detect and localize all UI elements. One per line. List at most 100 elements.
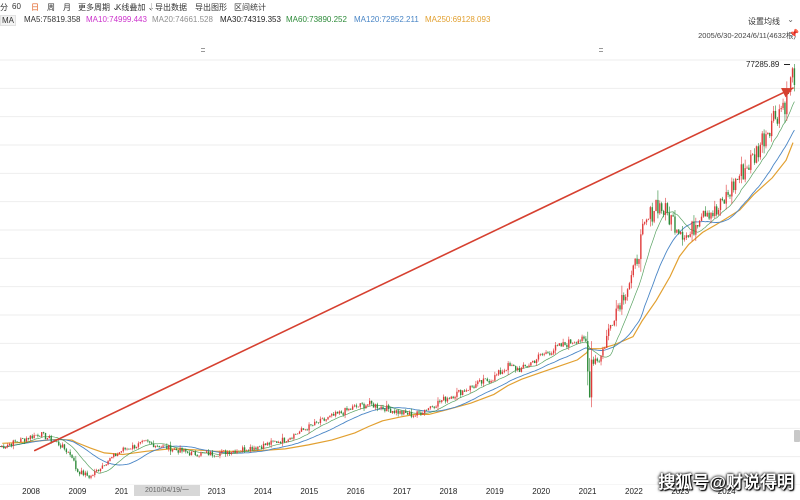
- candle-body: [543, 353, 545, 355]
- candle-body: [41, 432, 43, 437]
- candle-body: [471, 385, 473, 387]
- candle-body: [393, 410, 396, 413]
- candle-body: [202, 452, 204, 454]
- candle-body: [683, 237, 686, 240]
- candle-body: [480, 380, 483, 384]
- period-minute-tab[interactable]: 分: [0, 3, 8, 12]
- candle-body: [535, 359, 538, 364]
- candle-body: [331, 413, 333, 416]
- ma120-line: [0, 129, 795, 466]
- candle-body: [44, 432, 47, 440]
- candle-body: [679, 231, 682, 234]
- ma60-line: [0, 101, 795, 474]
- x-tick-label: 2009: [68, 487, 87, 496]
- candle-body: [376, 404, 379, 409]
- candle-body: [18, 441, 20, 443]
- candle-body: [164, 445, 166, 447]
- period-day-tab[interactable]: 日: [31, 3, 39, 12]
- candle-body: [230, 452, 233, 454]
- candle-body: [344, 408, 346, 415]
- candle-body: [243, 447, 246, 451]
- candle-body: [759, 144, 762, 158]
- candle-body: [685, 235, 688, 238]
- candle-body: [270, 440, 272, 445]
- candle-body: [90, 475, 92, 478]
- candle-body: [185, 449, 187, 452]
- candle-body: [492, 380, 494, 382]
- candle-body: [587, 341, 589, 372]
- range-stats-button[interactable]: 区间统计: [234, 3, 266, 12]
- candle-body: [162, 445, 164, 447]
- candle-body: [236, 450, 238, 453]
- candle-body: [727, 192, 729, 195]
- candle-body: [71, 454, 73, 458]
- ma-settings-button[interactable]: 设置均线: [748, 17, 780, 26]
- candle-body: [738, 176, 741, 180]
- candle-body: [143, 440, 145, 442]
- drag-handle-icon[interactable]: [201, 48, 205, 52]
- more-periods-dropdown[interactable]: 更多周期 ⌄: [78, 2, 119, 13]
- candle-body: [558, 343, 561, 346]
- candle-body: [188, 452, 191, 456]
- ma5-value: MA5:75819.358: [24, 15, 81, 24]
- period-month-tab[interactable]: 月: [63, 3, 71, 12]
- candle-body: [207, 451, 210, 456]
- trend-arrow: [33, 87, 794, 452]
- candle-body: [609, 324, 612, 329]
- candle-body: [757, 146, 760, 158]
- pin-icon[interactable]: 📌: [789, 29, 799, 38]
- period-60-tab[interactable]: 60: [12, 2, 21, 11]
- candle-body: [581, 336, 583, 342]
- candlestick-series: [1, 63, 796, 480]
- candle-body: [539, 353, 542, 355]
- candle-body: [114, 453, 117, 457]
- candle-body: [767, 132, 769, 135]
- candle-body: [503, 370, 506, 372]
- candle-body: [192, 451, 195, 453]
- candle-body: [1, 446, 3, 447]
- price-chart[interactable]: [0, 40, 800, 485]
- candle-body: [4, 446, 7, 449]
- candle-body: [59, 445, 62, 448]
- candle-body: [287, 439, 289, 442]
- candle-body: [689, 234, 691, 237]
- ma-tag[interactable]: MA: [0, 15, 16, 26]
- candle-body: [456, 391, 458, 397]
- candle-body: [406, 412, 409, 415]
- candle-body: [721, 198, 724, 201]
- candle-body: [22, 438, 24, 439]
- candle-body: [10, 443, 13, 446]
- candle-body: [323, 418, 325, 421]
- x-tick-label: 201: [114, 487, 129, 496]
- candle-body: [562, 342, 564, 347]
- candle-body: [281, 437, 284, 444]
- candle-body: [772, 110, 775, 121]
- x-tick-label: 2008: [22, 487, 40, 496]
- candle-body: [560, 343, 562, 347]
- export-data-button[interactable]: 导出数据: [155, 3, 187, 12]
- peak-marker: [784, 64, 790, 65]
- candle-body: [588, 371, 591, 398]
- period-toolbar: 分 60 日 周 月 更多周期 ⌄ K线叠加 ⌄ 导出数据 导出图形 区间统计: [0, 0, 800, 14]
- export-chart-button[interactable]: 导出图形: [195, 3, 227, 12]
- kline-overlay-dropdown[interactable]: K线叠加 ⌄: [116, 2, 154, 13]
- candle-body: [626, 289, 629, 297]
- candle-body: [260, 446, 263, 449]
- candle-body: [475, 384, 477, 388]
- candle-body: [621, 294, 623, 310]
- chevron-down-icon[interactable]: ⌄: [787, 15, 794, 24]
- candle-body: [223, 450, 225, 451]
- scrollbar-handle[interactable]: [794, 430, 800, 442]
- candle-body: [77, 469, 79, 472]
- candle-body: [511, 364, 513, 366]
- candle-body: [403, 410, 405, 415]
- candle-body: [473, 386, 475, 388]
- candle-body: [422, 413, 424, 415]
- candle-body: [740, 164, 743, 177]
- drag-handle-icon[interactable]: [599, 48, 603, 52]
- candle-body: [135, 446, 138, 449]
- candle-body: [359, 403, 361, 407]
- period-week-tab[interactable]: 周: [47, 3, 55, 12]
- candle-body: [619, 305, 621, 310]
- candle-body: [150, 442, 153, 444]
